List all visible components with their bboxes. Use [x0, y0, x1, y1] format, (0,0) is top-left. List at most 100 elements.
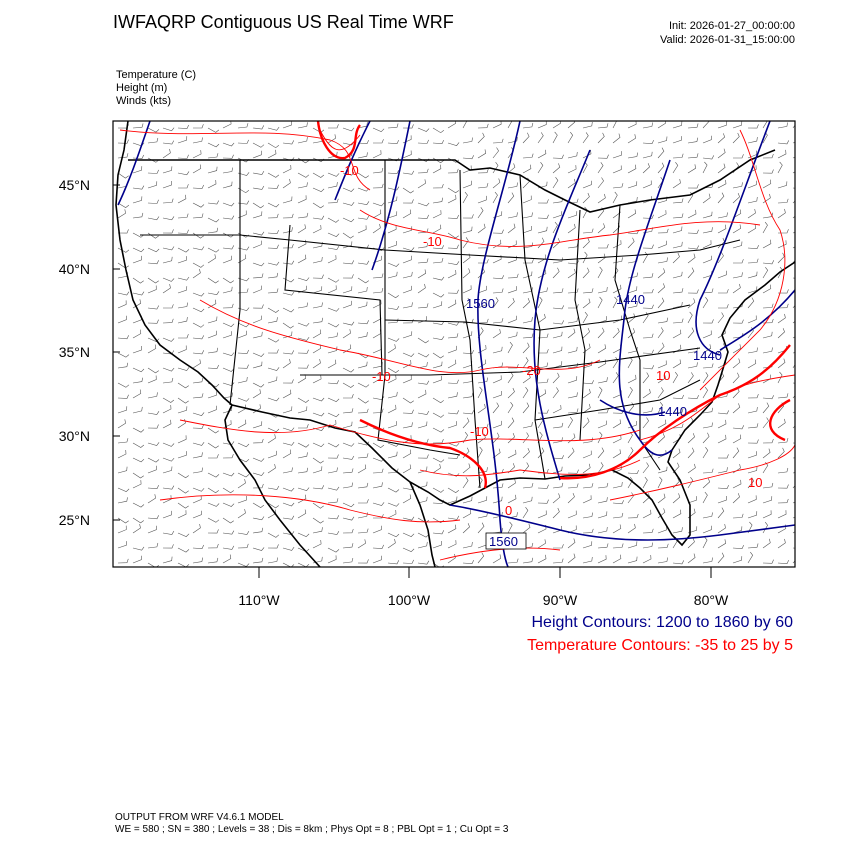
wind-barb: [627, 356, 633, 369]
wind-barb: [402, 302, 413, 309]
wind-barb: [687, 477, 694, 489]
wind-barb: [342, 408, 354, 414]
wind-barb: [297, 277, 310, 282]
wind-barb: [462, 410, 475, 415]
temperature-contours: [119, 129, 795, 561]
wind-barb: [177, 502, 189, 509]
wind-barb: [462, 463, 471, 474]
wind-barb: [762, 153, 774, 159]
wind-barb: [327, 134, 336, 144]
wind-barb: [312, 215, 325, 220]
wind-barb: [672, 477, 680, 489]
wind-barb: [597, 408, 609, 414]
wind-barb: [162, 544, 174, 549]
height-contour: [695, 121, 771, 356]
wind-barb: [477, 496, 488, 504]
wind-barb: [717, 552, 725, 564]
wind-barb: [717, 212, 728, 219]
wind-barb: [162, 216, 175, 221]
wind-barb: [327, 217, 340, 223]
wind-barb: [567, 242, 579, 249]
wind-barb: [612, 372, 619, 384]
wind-barb: [612, 524, 622, 534]
wind-barb: [597, 447, 605, 459]
wind-barb: [373, 139, 384, 144]
wind-barb: [747, 244, 759, 250]
wind-barb: [507, 558, 519, 564]
wind-barb: [117, 139, 129, 144]
wind-barb: [162, 148, 171, 159]
wind-barb: [372, 183, 384, 189]
wind-barb: [777, 252, 785, 264]
wind-barb: [717, 304, 729, 309]
wind-barb: [282, 406, 293, 414]
wind-barbs: [117, 121, 795, 567]
wind-barb: [462, 191, 468, 204]
latitude-labels: 45°N 40°N 35°N 30°N 25°N: [59, 177, 90, 528]
wind-barb: [507, 163, 516, 174]
wind-barb: [282, 358, 291, 369]
wind-barb: [252, 202, 264, 209]
wind-barb: [117, 202, 130, 208]
wind-barb: [237, 457, 250, 463]
state-boundaries: [140, 160, 741, 489]
wind-barb: [537, 132, 544, 144]
wind-barb: [252, 472, 265, 476]
wind-barb: [642, 180, 652, 189]
wind-barb: [477, 132, 485, 144]
wind-barb: [777, 198, 789, 204]
wind-barb: [178, 184, 189, 189]
wind-barb: [582, 403, 591, 414]
wind-barb: [477, 552, 485, 564]
wind-barb: [702, 557, 713, 564]
wind-barb: [522, 333, 534, 339]
wind-barb: [417, 269, 427, 279]
wind-barb: [117, 382, 130, 388]
height-contour: [533, 149, 591, 481]
wind-barb: [312, 274, 324, 279]
wind-barb: [687, 526, 698, 534]
wind-barb: [357, 301, 368, 309]
wind-barb: [687, 267, 695, 279]
wind-barb: [432, 457, 445, 463]
wind-barb: [432, 139, 444, 145]
wind-barb: [222, 277, 234, 284]
wind-barb: [372, 329, 382, 339]
wind-barb: [567, 376, 578, 384]
wind-barb: [717, 121, 728, 129]
wind-barb: [132, 255, 142, 264]
wind-barb: [552, 257, 563, 264]
wind-barb: [402, 124, 414, 129]
wind-barb: [282, 227, 293, 234]
wind-barb: [597, 154, 609, 159]
temperature-label: 10: [748, 475, 762, 490]
wind-barb: [612, 554, 622, 564]
wind-barb: [717, 133, 726, 144]
wind-barb: [282, 467, 293, 474]
wind-barb: [147, 367, 159, 374]
wind-barb: [672, 462, 680, 474]
wind-barb: [582, 228, 594, 234]
wind-barb: [747, 258, 759, 264]
height-contour-legend: Height Contours: 1200 to 1860 by 60: [531, 614, 793, 631]
wind-barb: [537, 149, 547, 159]
wind-barb: [387, 487, 400, 493]
wind-barb: [357, 528, 369, 534]
wind-barb: [237, 397, 250, 402]
wind-barb: [627, 152, 638, 159]
wind-barb: [777, 538, 786, 549]
wind-barb: [297, 254, 307, 264]
wind-barb: [267, 485, 280, 490]
wind-barb: [297, 302, 308, 309]
wind-barb: [432, 487, 445, 493]
wind-barb: [702, 255, 712, 264]
wind-barb: [507, 286, 517, 294]
wind-barb: [537, 409, 549, 414]
wind-barb: [762, 121, 768, 129]
wind-barb: [597, 462, 604, 474]
wind-barb: [687, 508, 696, 519]
wind-barb: [147, 484, 159, 490]
wind-barb: [507, 297, 515, 309]
wind-barb: [147, 494, 156, 504]
init-time: Init: 2026-01-27_00:00:00: [669, 20, 795, 32]
